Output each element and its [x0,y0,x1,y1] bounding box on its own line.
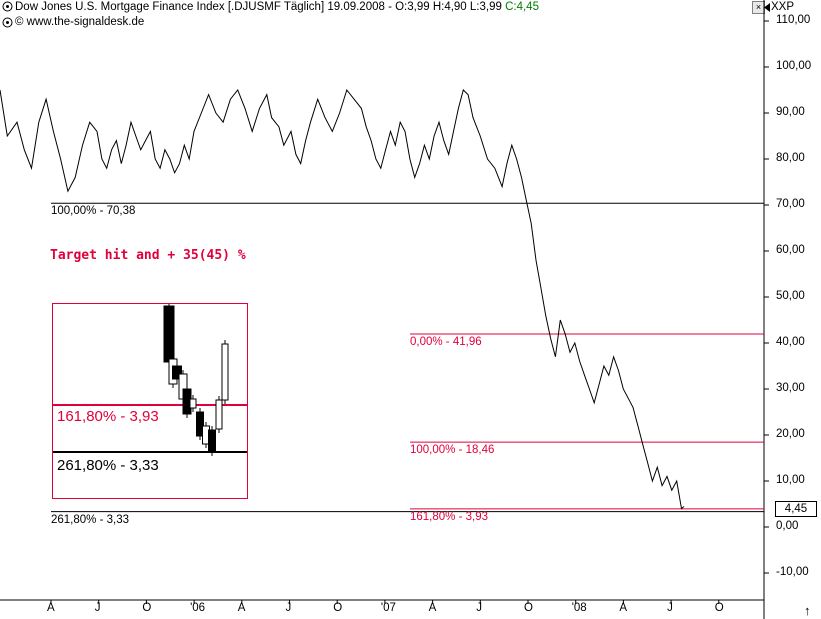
y-axis-ticks [764,20,769,574]
inset-candle-body [189,398,197,409]
settings-circle-icon[interactable] [2,1,13,12]
settings-circle-icon[interactable] [2,17,13,28]
inset-candle-body [196,411,204,437]
x-tick-label: '08 [571,602,587,614]
x-tick-label: A [428,602,437,614]
y-tick-label: 100,00 [776,60,812,72]
scroll-up-icon[interactable]: ↑ [804,603,811,618]
x-tick-label: J [667,602,673,614]
x-axis-ticks [50,600,720,604]
y-tick-label: 20,00 [776,428,805,440]
title-close-value: C:4,45 [505,1,539,13]
y-tick-label: 10,00 [776,474,805,486]
y-tick-label: 50,00 [776,290,805,302]
last-price-badge: 4,45 [775,501,817,517]
inset-label-red: 161,80% - 3,93 [57,408,159,425]
fib-level-label: 161,80% - 3,93 [410,510,489,523]
inset-label-black: 261,80% - 3,33 [57,457,159,474]
x-tick-label: J [94,602,101,614]
inset-candle-body [163,305,175,363]
y-tick-label: 90,00 [776,106,805,118]
fib-level-label: 100,00% - 70,38 [51,205,136,218]
target-annotation: Target hit and + 35(45) % [50,248,246,263]
y-tick-label: 80,00 [776,152,805,164]
y-tick-label: 30,00 [776,382,805,394]
inset-candles [53,304,247,456]
x-tick-label: O [524,602,533,614]
y-tick-label: -10,00 [776,566,809,578]
scale-marker-icon [764,3,770,12]
price-series-line [0,88,685,510]
y-tick-label: 40,00 [776,336,805,348]
fib-level-label: 100,00% - 18,46 [410,444,495,457]
zoom-inset: 161,80% - 3,93 261,80% - 3,33 [52,303,248,499]
source-watermark: © www.the-signaldesk.de [15,16,145,28]
x-tick-label: O [142,602,152,614]
x-tick-label: '06 [190,602,206,614]
title-main: Dow Jones U.S. Mortgage Finance Index [.… [15,1,502,13]
x-tick-label: J [476,602,483,614]
y-tick-label: 70,00 [776,198,805,210]
fib-level-label: 261,80% - 3,33 [51,513,130,526]
y-tick-label: 60,00 [776,244,805,256]
fib-levels [51,202,764,513]
x-tick-label: J [285,602,292,614]
y-tick-label: 0,00 [776,520,799,532]
y-tick-label: 110,00 [776,14,811,26]
chart-title: Dow Jones U.S. Mortgage Finance Index [.… [15,0,539,15]
fib-level-label: 0,00% - 41,96 [410,335,482,348]
scale-code: XXP [771,1,795,13]
x-tick-label: A [619,602,628,614]
inset-candle-body [208,429,216,453]
x-tick-label: O [714,602,724,614]
x-tick-label: A [47,602,55,614]
x-tick-label: '07 [380,602,396,614]
x-tick-label: A [237,602,246,614]
inset-candle-body [215,399,223,430]
inset-candle-body [221,343,229,401]
inset-candle-body [172,365,182,380]
title-bar: Dow Jones U.S. Mortgage Finance Index [.… [0,0,764,15]
x-tick-label: O [333,602,343,614]
